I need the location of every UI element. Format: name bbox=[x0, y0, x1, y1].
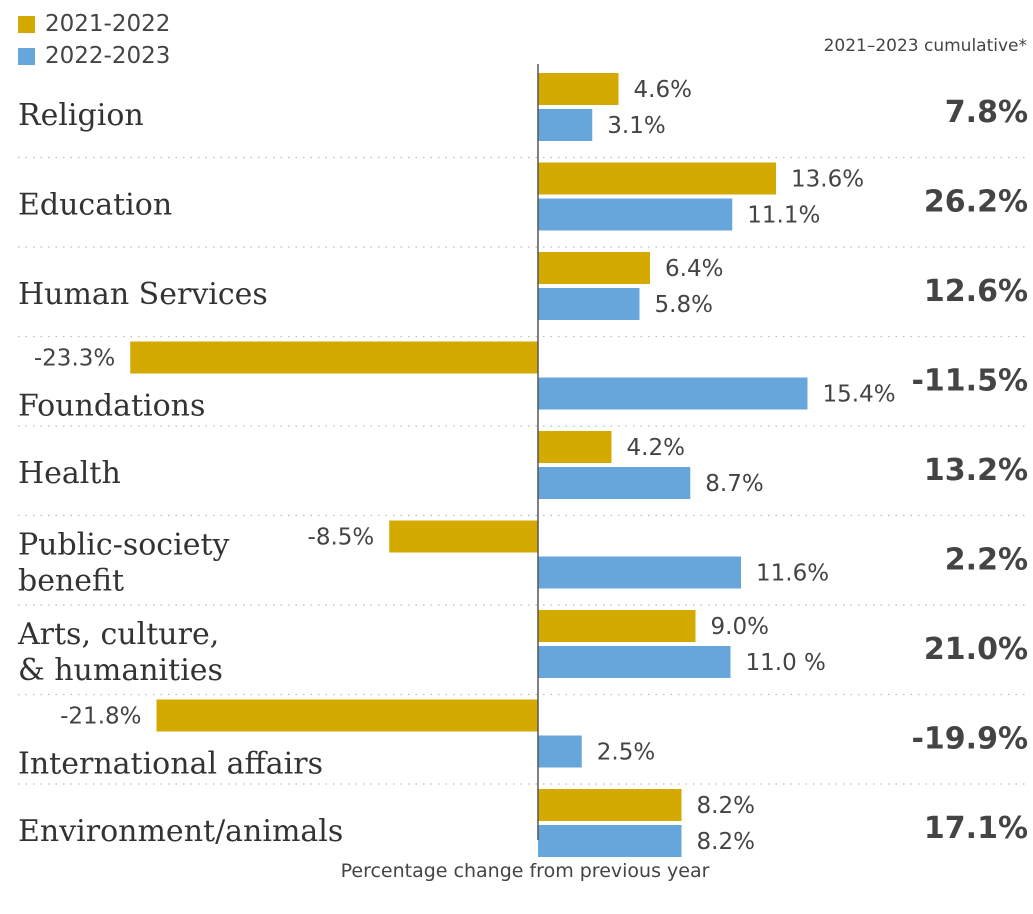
category-label-line: Human Services bbox=[18, 277, 268, 312]
category-label: Public-society benefit bbox=[18, 528, 230, 599]
bar-2022-2023 bbox=[538, 467, 691, 499]
category-label-line: Environment/animals bbox=[18, 814, 343, 849]
bar-2021-2022 bbox=[538, 431, 612, 463]
category-label: Education bbox=[18, 188, 172, 223]
bar-value-label: 5.8% bbox=[655, 292, 713, 318]
bar-value-label: 6.4% bbox=[665, 256, 723, 282]
cumulative-header: 2021–2023 cumulative* bbox=[823, 36, 1027, 56]
bar-value-label: -23.3% bbox=[34, 346, 115, 372]
cumulative-value: 12.6% bbox=[924, 274, 1028, 309]
bar-value-label: 8.2% bbox=[697, 793, 755, 819]
cumulative-value: -11.5% bbox=[911, 364, 1028, 399]
cumulative-value: 21.0% bbox=[924, 632, 1028, 667]
bar-2022-2023 bbox=[538, 735, 582, 768]
category-label-line: Education bbox=[18, 188, 172, 223]
bar-value-label: 11.0 % bbox=[746, 650, 826, 676]
bar-2022-2023 bbox=[538, 646, 731, 678]
bar-2021-2022 bbox=[538, 73, 619, 105]
bar-value-label: 15.4% bbox=[823, 382, 896, 408]
category-label: Health bbox=[18, 456, 121, 491]
bar-value-label: 9.0% bbox=[711, 614, 769, 640]
legend-label-2021-2022: 2021-2022 bbox=[45, 11, 171, 37]
bar-2022-2023 bbox=[538, 556, 741, 589]
bar-2021-2022 bbox=[538, 252, 650, 284]
bar-2022-2023 bbox=[538, 825, 682, 857]
bar-value-label: 11.1% bbox=[747, 203, 820, 229]
cumulative-value: 26.2% bbox=[924, 185, 1028, 220]
bar-value-label: -8.5% bbox=[308, 525, 375, 551]
bar-2022-2023 bbox=[538, 377, 808, 410]
bar-2021-2022 bbox=[538, 789, 682, 821]
bar-2022-2023 bbox=[538, 288, 640, 320]
bar-value-label: 8.2% bbox=[697, 829, 755, 855]
legend: 2021-2022 2022-2023 bbox=[18, 8, 170, 72]
category-label: Arts, culture, & humanities bbox=[17, 617, 223, 688]
category-label-line: International affairs bbox=[18, 747, 323, 782]
category-label: International affairs bbox=[18, 747, 323, 782]
category-label-line: Public-society bbox=[18, 528, 230, 563]
bar-2022-2023 bbox=[538, 198, 733, 231]
bar-2021-2022 bbox=[130, 341, 538, 374]
legend-swatch-2021-2022 bbox=[18, 15, 35, 33]
category-label-line: Foundations bbox=[18, 389, 205, 424]
category-label: Religion bbox=[18, 98, 144, 133]
bar-2022-2023 bbox=[538, 109, 593, 141]
category-label: Foundations bbox=[18, 389, 205, 424]
category-label: Environment/animals bbox=[18, 814, 343, 849]
bar-value-label: 13.6% bbox=[791, 167, 864, 193]
cumulative-value: 13.2% bbox=[924, 453, 1028, 488]
bar-2021-2022 bbox=[389, 520, 538, 553]
category-label: Human Services bbox=[18, 277, 268, 312]
cumulative-value: -19.9% bbox=[911, 722, 1028, 757]
legend-item-2022-2023: 2022-2023 bbox=[18, 40, 170, 72]
cumulative-value: 17.1% bbox=[924, 811, 1028, 846]
category-label-line: Arts, culture, bbox=[17, 617, 219, 652]
category-label-line: & humanities bbox=[18, 653, 223, 688]
category-label-line: Health bbox=[18, 456, 121, 491]
bar-2021-2022 bbox=[156, 699, 538, 732]
bar-value-label: -21.8% bbox=[60, 704, 141, 730]
category-label-line: benefit bbox=[18, 564, 124, 599]
bar-2021-2022 bbox=[538, 610, 696, 642]
x-axis-label: Percentage change from previous year bbox=[340, 860, 710, 882]
legend-label-2022-2023: 2022-2023 bbox=[45, 43, 171, 69]
bar-value-label: 11.6% bbox=[756, 561, 829, 587]
bar-value-label: 2.5% bbox=[597, 740, 655, 766]
legend-swatch-2022-2023 bbox=[18, 47, 35, 65]
bar-2021-2022 bbox=[538, 162, 776, 195]
bar-value-label: 4.6% bbox=[634, 77, 692, 103]
cumulative-value: 7.8% bbox=[945, 95, 1028, 130]
bar-value-label: 4.2% bbox=[627, 435, 685, 461]
bar-value-label: 3.1% bbox=[607, 113, 665, 139]
cumulative-value: 2.2% bbox=[945, 543, 1028, 578]
bar-value-label: 8.7% bbox=[705, 471, 763, 497]
legend-item-2021-2022: 2021-2022 bbox=[18, 8, 170, 40]
category-label-line: Religion bbox=[18, 98, 144, 133]
